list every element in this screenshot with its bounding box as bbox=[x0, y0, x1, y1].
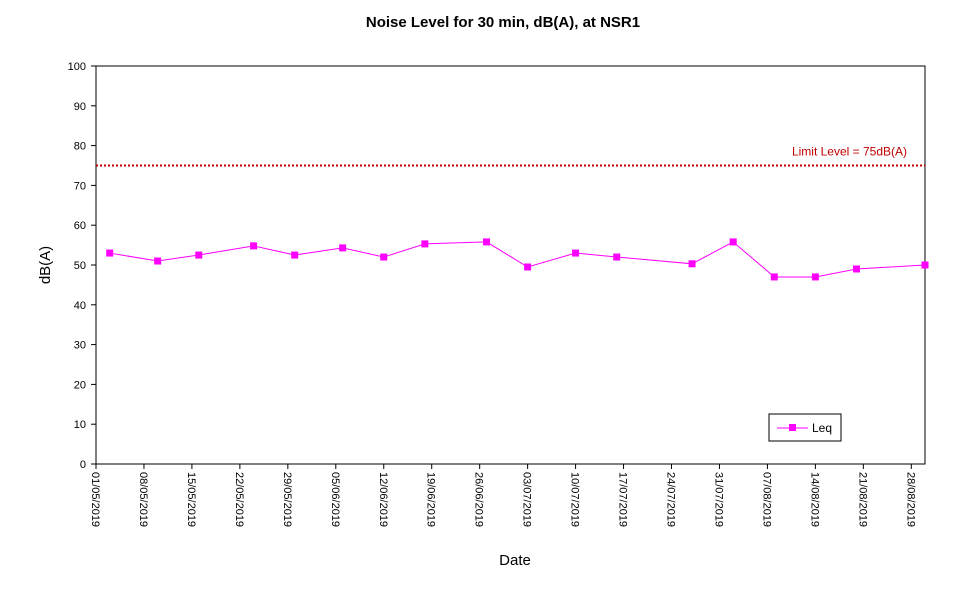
data-point bbox=[613, 253, 621, 261]
data-point bbox=[106, 249, 114, 257]
data-point bbox=[770, 273, 778, 281]
x-tick-label: 07/08/2019 bbox=[760, 472, 772, 527]
y-axis-label: dB(A) bbox=[37, 246, 54, 284]
limit-level: Limit Level = 75dB(A) bbox=[96, 145, 925, 167]
x-tick-label: 17/07/2019 bbox=[617, 472, 629, 527]
chart-title: Noise Level for 30 min, dB(A), at NSR1 bbox=[366, 14, 640, 31]
y-tick-label: 30 bbox=[74, 340, 86, 352]
y-tick-label: 10 bbox=[74, 419, 86, 431]
x-tick-label: 22/05/2019 bbox=[233, 472, 245, 527]
data-point bbox=[421, 240, 429, 248]
x-tick-label: 15/05/2019 bbox=[185, 472, 197, 527]
data-point bbox=[250, 242, 258, 250]
y-tick-label: 50 bbox=[74, 260, 86, 272]
x-tick-label: 05/06/2019 bbox=[329, 472, 341, 527]
x-tick-label: 14/08/2019 bbox=[808, 472, 820, 527]
y-tick-label: 0 bbox=[80, 459, 86, 471]
legend-label-leq: Leq bbox=[812, 421, 832, 435]
x-tick-label: 31/07/2019 bbox=[712, 472, 724, 527]
y-tick-label: 90 bbox=[74, 101, 86, 113]
data-point bbox=[572, 249, 580, 257]
y-tick-label: 60 bbox=[74, 220, 86, 232]
y-tick-label: 70 bbox=[74, 180, 86, 192]
data-point bbox=[729, 238, 737, 246]
y-tick-label: 80 bbox=[74, 141, 86, 153]
y-tick-label: 40 bbox=[74, 300, 86, 312]
x-tick-label: 03/07/2019 bbox=[521, 472, 533, 527]
y-axis: 0 10 20 30 40 50 60 70 80 90 100 bbox=[68, 61, 96, 471]
data-point bbox=[291, 251, 299, 259]
data-point bbox=[339, 244, 347, 252]
x-axis: 01/05/2019 08/05/2019 15/05/2019 22/05/2019… bbox=[89, 464, 916, 527]
data-point bbox=[921, 261, 929, 269]
data-point bbox=[195, 251, 203, 259]
y-tick-label: 100 bbox=[68, 61, 86, 73]
x-tick-label: 10/07/2019 bbox=[569, 472, 581, 527]
data-point bbox=[483, 238, 491, 246]
series-line bbox=[109, 241, 926, 278]
limit-label: Limit Level = 75dB(A) bbox=[792, 145, 907, 159]
x-tick-label: 26/06/2019 bbox=[473, 472, 485, 527]
x-tick-label: 29/05/2019 bbox=[281, 472, 293, 527]
legend-marker-leq bbox=[789, 424, 796, 431]
data-point bbox=[688, 260, 696, 268]
data-point bbox=[380, 253, 388, 261]
data-point bbox=[811, 273, 819, 281]
data-point bbox=[852, 265, 860, 273]
legend: Leq bbox=[768, 413, 842, 442]
x-axis-label: Date bbox=[499, 552, 531, 569]
data-point bbox=[524, 263, 532, 271]
plot-area bbox=[95, 65, 926, 465]
x-tick-label: 12/06/2019 bbox=[377, 472, 389, 527]
x-tick-label: 28/08/2019 bbox=[904, 472, 916, 527]
x-tick-label: 24/07/2019 bbox=[665, 472, 677, 527]
data-point bbox=[154, 257, 162, 265]
x-tick-label: 08/05/2019 bbox=[137, 472, 149, 527]
x-tick-label: 19/06/2019 bbox=[425, 472, 437, 527]
x-tick-label: 01/05/2019 bbox=[89, 472, 101, 527]
x-tick-label: 21/08/2019 bbox=[856, 472, 868, 527]
y-tick-label: 20 bbox=[74, 379, 86, 391]
series-leq bbox=[106, 238, 929, 281]
